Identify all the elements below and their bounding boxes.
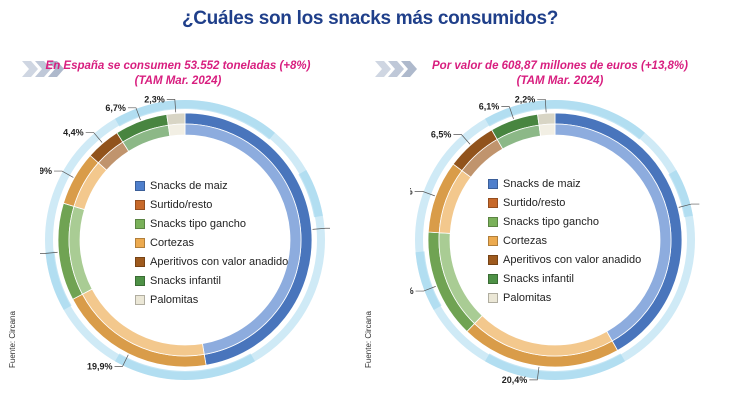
right-subtitle-line2: (TAM Mar. 2024): [516, 75, 604, 87]
right-source-note: Fuente: Circana: [364, 311, 373, 368]
legend-item: Palomitas: [135, 290, 288, 309]
decorative-halo: [415, 100, 695, 380]
decorative-halo: [45, 100, 325, 380]
data-label: 4,4%: [63, 128, 84, 138]
legend-item: Snacks tipo gancho: [488, 212, 641, 231]
leader-line: [127, 107, 141, 121]
data-label: 13,8%: [410, 286, 414, 296]
leader-line: [453, 134, 471, 145]
data-label: 2,3%: [144, 95, 165, 104]
legend-swatch: [135, 294, 145, 305]
left-legend: Snacks de maiz Surtido/resto Snacks tipo g…: [135, 176, 288, 309]
pie-slice-outer: [166, 112, 186, 126]
page-title: ¿Cuáles son los snacks más consumidos?: [181, 8, 559, 29]
right-subtitle-line1: Por valor de 608,87 millones de euros (+…: [432, 60, 688, 72]
leader-line: [40, 251, 58, 254]
legend-label: Surtido/resto: [503, 196, 566, 209]
legend-item: Snacks de maiz: [488, 174, 641, 193]
legend-item: Snacks tipo gancho: [135, 214, 288, 233]
data-label: 6,5%: [431, 130, 452, 140]
pie-slice: [427, 231, 483, 333]
legend-swatch: [488, 254, 498, 265]
pie-slice: [427, 163, 472, 234]
legend-swatch: [135, 237, 145, 248]
legend-label: Snacks infantil: [150, 274, 221, 287]
legend-item: Snacks de maiz: [135, 176, 288, 195]
pie-slice: [537, 112, 556, 137]
legend-swatch: [488, 273, 498, 284]
legend-swatch: [135, 180, 145, 191]
legend-item: Snacks infantil: [488, 269, 641, 288]
leader-line: [415, 286, 436, 292]
right-legend: Snacks de maiz Surtido/resto Snacks tipo g…: [488, 174, 641, 307]
legend-item: Palomitas: [488, 288, 641, 307]
left-donut-chart: 47,3%19,9%12,4%6,9%4,4%6,7%2,3%: [40, 95, 330, 380]
legend-label: Snacks de maiz: [503, 177, 581, 190]
legend-swatch: [135, 256, 145, 267]
legend-item: Aperitivos con valor anadido: [135, 252, 288, 271]
data-label: 2,2%: [515, 95, 536, 104]
legend-label: Aperitivos con valor anadido: [503, 253, 642, 266]
leader-line: [54, 170, 74, 178]
legend-label: Surtido/resto: [150, 198, 213, 211]
leader-line: [312, 227, 330, 230]
legend-swatch: [488, 178, 498, 189]
leader-line: [529, 366, 540, 381]
data-label: 6,9%: [40, 166, 52, 176]
legend-item: Aperitivos con valor anadido: [488, 250, 641, 269]
legend-swatch: [488, 197, 498, 208]
legend-swatch: [135, 199, 145, 210]
chevron-arrows-icon: [22, 61, 64, 77]
leader-line: [166, 99, 177, 113]
data-label: 9,2%: [410, 186, 413, 196]
legend-label: Snacks tipo gancho: [503, 215, 600, 228]
legend-label: Palomitas: [503, 291, 552, 304]
legend-label: Aperitivos con valor anadido: [150, 255, 289, 268]
leader-line: [678, 203, 700, 208]
data-label: 6,7%: [105, 103, 126, 113]
right-chart-subtitle: Por valor de 608,87 millones de euros (+…: [410, 59, 710, 89]
legend-item: Surtido/resto: [488, 193, 641, 212]
legend-swatch: [488, 216, 498, 227]
legend-swatch: [488, 235, 498, 246]
pie-slice: [166, 112, 186, 137]
left-chart-subtitle: En España se consumen 53.552 toneladas (…: [28, 59, 328, 89]
pie-slice-outer: [537, 112, 556, 126]
legend-label: Palomitas: [150, 293, 199, 306]
leader-line: [537, 98, 547, 113]
legend-item: Surtido/resto: [135, 195, 288, 214]
pie-slice: [89, 132, 130, 171]
legend-label: Snacks de maiz: [150, 179, 228, 192]
legend-label: Cortezas: [150, 236, 195, 249]
legend-swatch: [135, 218, 145, 229]
leader-line: [414, 191, 435, 197]
left-subtitle-line1: En España se consumen 53.552 toneladas (…: [45, 60, 311, 72]
data-label: 6,1%: [479, 102, 500, 112]
left-subtitle-line2: (TAM Mar. 2024): [134, 75, 222, 87]
pie-slice-inner: [167, 123, 186, 137]
legend-item: Cortezas: [135, 233, 288, 252]
legend-label: Snacks infantil: [503, 272, 574, 285]
legend-swatch: [488, 292, 498, 303]
legend-item: Cortezas: [488, 231, 641, 250]
chevron-arrows-icon: [375, 61, 417, 77]
leader-line: [501, 106, 514, 120]
legend-label: Snacks tipo gancho: [150, 217, 247, 230]
legend-item: Snacks infantil: [135, 271, 288, 290]
legend-label: Cortezas: [503, 234, 548, 247]
right-donut-chart: 41,8%20,4%13,8%9,2%6,5%6,1%2,2%: [410, 95, 700, 385]
leader-line: [114, 354, 129, 367]
pie-slice-inner: [538, 123, 556, 137]
left-source-note: Fuente: Circana: [8, 311, 17, 368]
leader-line: [85, 132, 103, 143]
legend-swatch: [135, 275, 145, 286]
pie-slice: [57, 202, 93, 300]
data-label: 19,9%: [87, 361, 113, 371]
data-label: 20,4%: [502, 375, 528, 385]
